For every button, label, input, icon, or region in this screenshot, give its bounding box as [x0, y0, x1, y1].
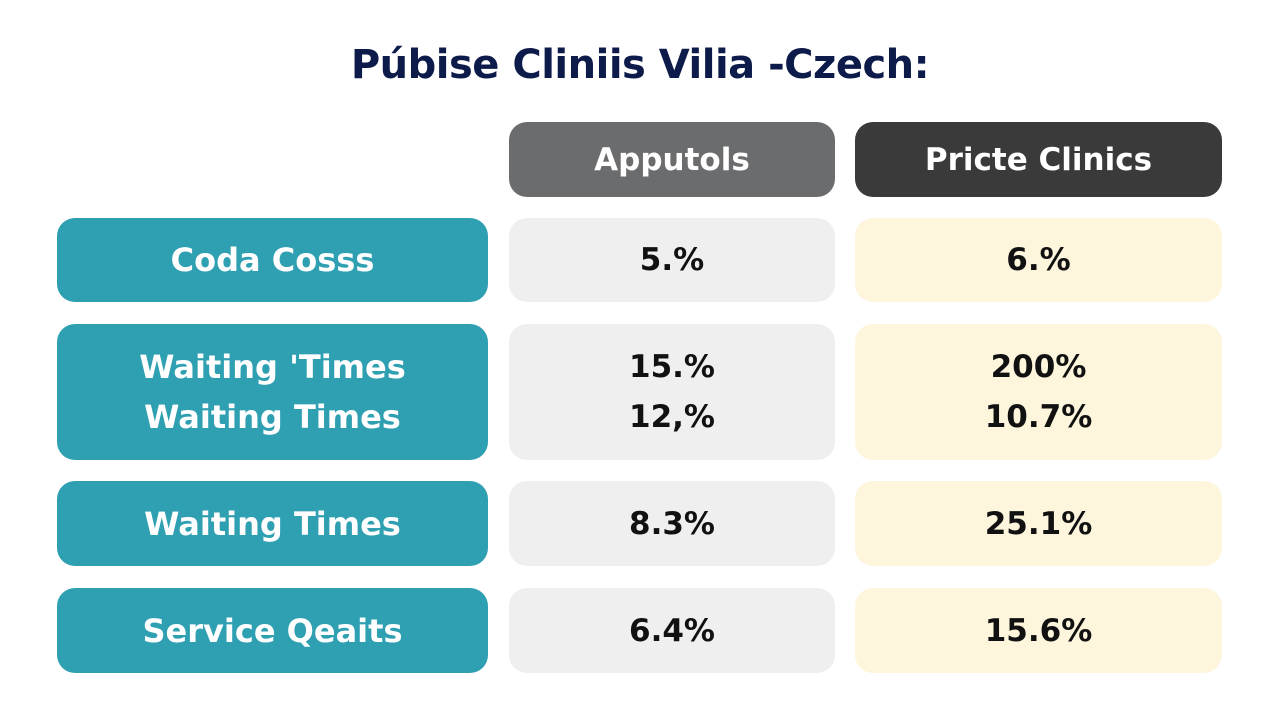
row-label: Waiting 'Times Waiting Times — [57, 324, 488, 460]
value-cell: 15.% 12,% — [509, 324, 835, 460]
value-cell: 15.6% — [855, 588, 1222, 673]
label-text: Waiting Times — [144, 398, 401, 436]
value-cell: 6.% — [855, 218, 1222, 302]
header-text: Pricte Clinics — [924, 141, 1153, 178]
label-text: Waiting Times — [144, 504, 401, 543]
column-header: Apputols — [509, 122, 835, 197]
value-text: 200% — [990, 349, 1087, 385]
value-text: 12,% — [629, 399, 715, 435]
value-cell: 6.4% — [509, 588, 835, 673]
value-text: 6.% — [1006, 242, 1071, 278]
label-text: Waiting 'Times — [139, 348, 406, 386]
value-cell: 5.% — [509, 218, 835, 302]
column-header: Pricte Clinics — [855, 122, 1222, 197]
value-text: 8.3% — [629, 505, 715, 542]
header-text: Apputols — [594, 141, 750, 178]
value-text: 10.7% — [984, 399, 1093, 435]
value-text: 15.6% — [984, 612, 1093, 649]
row-label: Waiting Times — [57, 481, 488, 566]
value-cell: 25.1% — [855, 481, 1222, 566]
row-label: Coda Cosss — [57, 218, 488, 302]
value-cell: 200% 10.7% — [855, 324, 1222, 460]
label-text: Coda Cosss — [170, 241, 375, 279]
value-cell: 8.3% — [509, 481, 835, 566]
value-text: 6.4% — [629, 612, 715, 649]
label-text: Service Qeaits — [142, 611, 403, 650]
value-text: 15.% — [629, 349, 715, 385]
value-text: 25.1% — [984, 505, 1093, 542]
title: Púbise Cliniis Vilia -Czech: — [350, 42, 930, 88]
row-label: Service Qeaits — [57, 588, 488, 673]
value-text: 5.% — [639, 242, 705, 278]
